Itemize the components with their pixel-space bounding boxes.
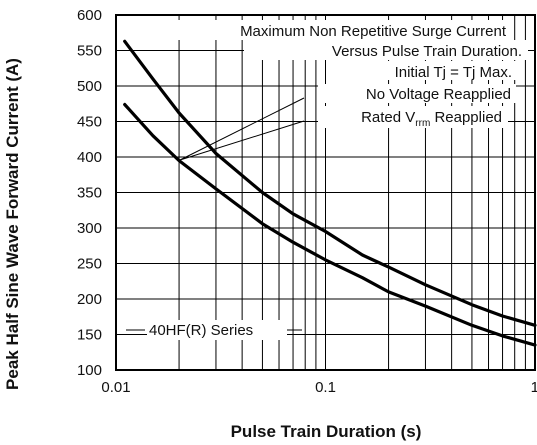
annotation-background-4 (318, 84, 516, 103)
y-tick-label: 600 (77, 7, 102, 24)
annotation-background-5 (318, 106, 508, 128)
annotation-title-line2: Versus Pulse Train Duration. (332, 43, 522, 60)
annotation-background-3 (356, 61, 516, 80)
annotation-rated-v: Rated V (361, 109, 415, 126)
tick-label-layer: 100 150 200 250 300 350 400 450 500 550 600 0.01 0.1… (77, 7, 537, 396)
series-label-background (147, 320, 287, 340)
x-axis-title: Pulse Train Duration (s) (231, 422, 422, 441)
y-tick-label: 500 (77, 78, 102, 95)
annotation-background-2 (244, 40, 528, 60)
series-curve-2 (123, 102, 537, 347)
annotation-layer: Maximum Non Repetitive Surge Current Ver… (126, 20, 528, 340)
y-tick-label: 200 (77, 291, 102, 308)
annotation-rated-vrrm: Rated Vrrm Reapplied (361, 109, 502, 129)
annotation-initial-tj: Initial Tj = Tj Max. (395, 64, 512, 81)
annotation-background-1 (170, 20, 510, 40)
y-tick-label: 400 (77, 149, 102, 166)
leader-line-no-voltage (179, 97, 305, 161)
frame-layer (115, 14, 536, 371)
annotation-no-voltage: No Voltage Reapplied (366, 86, 511, 103)
series-label: 40HF(R) Series (149, 322, 253, 339)
curve-layer (123, 39, 537, 347)
leader-line-rated-vrrm (179, 120, 305, 161)
y-tick-label: 300 (77, 220, 102, 237)
y-tick-label: 450 (77, 114, 102, 131)
y-tick-label: 350 (77, 185, 102, 202)
y-axis-title: Peak Half Sine Wave Forward Current (A) (3, 58, 22, 390)
plot-frame (115, 14, 536, 371)
y-tick-label: 100 (77, 362, 102, 379)
x-tick-label: 1 (531, 379, 537, 396)
y-tick-label: 250 (77, 256, 102, 273)
y-tick-label: 150 (77, 327, 102, 344)
annotation-rrm-subscript: rrm (415, 118, 430, 129)
x-tick-label: 0.1 (315, 379, 336, 396)
series-curve-1 (123, 39, 537, 327)
annotation-title-line1: Maximum Non Repetitive Surge Current (240, 23, 507, 40)
y-tick-label: 550 (77, 43, 102, 60)
annotation-reapplied: Reapplied (430, 109, 502, 126)
x-tick-label: 0.01 (101, 379, 130, 396)
